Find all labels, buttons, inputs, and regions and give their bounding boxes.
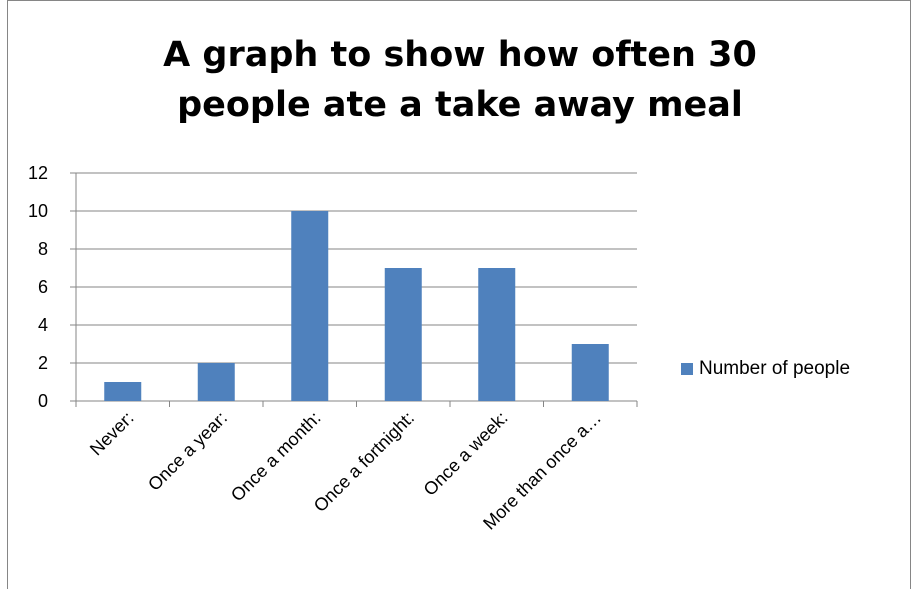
y-tick-label: 10 bbox=[28, 201, 48, 221]
gridlines bbox=[76, 172, 637, 364]
x-tick-label: Once a year: bbox=[144, 408, 231, 495]
y-tick-label: 12 bbox=[28, 163, 48, 183]
bar bbox=[197, 363, 235, 401]
y-tick-label: 8 bbox=[38, 239, 48, 259]
axes bbox=[70, 172, 638, 407]
bar bbox=[571, 344, 609, 401]
legend-label: Number of people bbox=[699, 358, 851, 379]
legend-swatch bbox=[681, 363, 693, 375]
chart-title-line-1: A graph to show how often 30 bbox=[163, 35, 757, 75]
y-tick-label: 2 bbox=[38, 353, 48, 373]
legend: Number of people bbox=[681, 358, 850, 380]
chart-title: A graph to show how often 30 people ate … bbox=[90, 30, 830, 130]
bar bbox=[478, 268, 516, 401]
x-tick-label: Once a fortnight: bbox=[310, 408, 418, 516]
y-tick-label: 4 bbox=[38, 315, 48, 335]
y-tick-label: 0 bbox=[38, 391, 48, 411]
x-tick-labels: Never: Once a year:Once a month:Once a fo… bbox=[86, 408, 605, 534]
chart-frame bbox=[7, 0, 911, 589]
bars bbox=[104, 211, 609, 401]
x-tick-label: Once a week: bbox=[420, 408, 512, 500]
y-tick-label: 6 bbox=[38, 277, 48, 297]
y-tick-labels: 0 2 4 6 8 10 12 bbox=[28, 163, 48, 411]
bar bbox=[291, 211, 329, 401]
x-tick-label: Once a month: bbox=[227, 408, 325, 506]
bar bbox=[104, 382, 142, 401]
x-tick-label: Never: bbox=[86, 408, 138, 460]
bar bbox=[384, 268, 422, 401]
chart-title-line-2: people ate a take away meal bbox=[177, 85, 743, 125]
